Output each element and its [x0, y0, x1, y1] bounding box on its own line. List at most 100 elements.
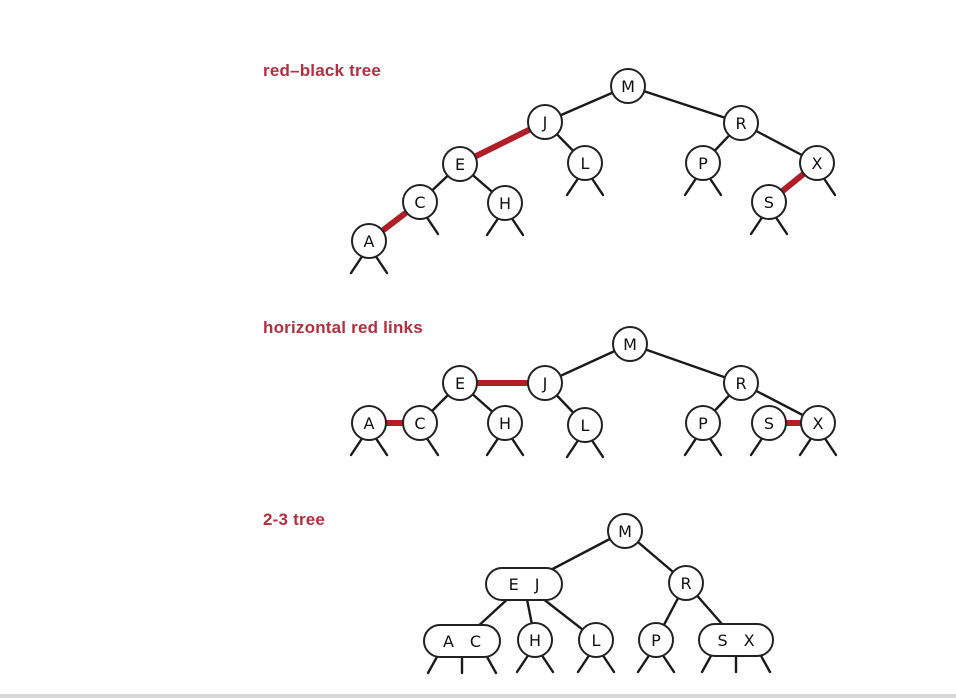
tt-null-link-H-0 — [515, 652, 531, 674]
hz-node-R: R — [723, 365, 759, 401]
rb-node-L-label: L — [581, 154, 590, 173]
rb-node-J-shape — [527, 104, 563, 140]
rb-null-link-P-1 — [707, 175, 723, 197]
null-links-layer — [349, 175, 838, 675]
rb-node-M-shape — [610, 68, 646, 104]
hz-node-S-shape — [751, 405, 787, 441]
rb-null-link-H-1 — [509, 215, 525, 237]
rb-node-P: P — [685, 145, 721, 181]
hz-node-H-label: H — [499, 414, 511, 433]
rb-node-E: E — [442, 146, 478, 182]
tt-node-R-label: R — [680, 574, 691, 593]
rb-node-A-shape — [351, 223, 387, 259]
tt-node-AC-shape — [423, 624, 501, 658]
tt-node-H: H — [517, 622, 553, 658]
hz-node-L-shape — [567, 407, 603, 443]
rb-null-link-X-0 — [821, 175, 837, 197]
tt-node-H-label: H — [529, 631, 541, 650]
title-red-black-tree: red–black tree — [263, 61, 382, 80]
tt-node-EJ: E J — [485, 567, 563, 601]
hz-node-A-label: A — [364, 414, 375, 433]
tt-node-L-shape — [578, 622, 614, 658]
tt-null-link-SX-2 — [758, 652, 772, 674]
hz-node-J-label: J — [542, 374, 548, 393]
hz-null-link-H-1 — [509, 435, 525, 457]
tt-null-link-P-1 — [660, 652, 676, 674]
rb-node-S-shape — [751, 184, 787, 220]
hz-node-S: S — [751, 405, 787, 441]
rb-node-C: C — [402, 184, 438, 220]
hz-node-P: P — [685, 405, 721, 441]
rb-link-M-R — [626, 84, 743, 125]
tt-node-L-label: L — [592, 631, 601, 650]
rb-null-link-L-0 — [565, 175, 581, 197]
tt-node-H-shape — [517, 622, 553, 658]
rb-null-link-H-0 — [485, 215, 501, 237]
rb-null-link-A-0 — [349, 253, 365, 275]
hz-node-E-shape — [442, 365, 478, 401]
rb-node-L: L — [567, 145, 603, 181]
rb-node-E-label: E — [455, 155, 465, 174]
rb-node-M: M — [610, 68, 646, 104]
hz-null-link-X-0 — [798, 435, 814, 457]
rb-node-A: A — [351, 223, 387, 259]
tt-node-AC-label: A C — [443, 632, 481, 651]
tt-null-link-P-0 — [636, 652, 652, 674]
tt-null-link-L-1 — [600, 652, 616, 674]
rb-node-H-shape — [487, 185, 523, 221]
hz-node-M-shape — [612, 326, 648, 362]
rb-node-X-shape — [799, 145, 835, 181]
tt-node-P-shape — [638, 622, 674, 658]
hz-node-C-label: C — [414, 414, 425, 433]
rb-node-X: X — [799, 145, 835, 181]
hz-node-C: C — [402, 405, 438, 441]
hz-node-X-shape — [800, 405, 836, 441]
hz-node-C-shape — [402, 405, 438, 441]
rb-null-link-A-1 — [373, 253, 389, 275]
tt-node-M: M — [607, 513, 643, 549]
hz-node-X: X — [800, 405, 836, 441]
tt-node-EJ-label: E J — [509, 575, 540, 594]
tt-null-link-L-0 — [576, 652, 592, 674]
hz-node-X-label: X — [813, 414, 824, 433]
tt-node-M-label: M — [618, 522, 632, 541]
hz-node-L-label: L — [581, 416, 590, 435]
tt-node-R: R — [668, 565, 704, 601]
rb-node-R-label: R — [735, 114, 746, 133]
tt-null-link-SX-0 — [700, 652, 714, 674]
title-horizontal-red-links: horizontal red links — [263, 318, 423, 337]
hz-node-P-shape — [685, 405, 721, 441]
hz-node-E-label: E — [455, 374, 465, 393]
nodes-layer: M J R E L P X C H S A M E J R A C H L P S X M E J R A C H L P S X — [351, 68, 836, 658]
tt-node-P-label: P — [651, 631, 661, 650]
hz-null-link-L-0 — [565, 437, 581, 459]
title-2-3-tree: 2-3 tree — [263, 510, 326, 529]
rb-node-R: R — [723, 105, 759, 141]
hz-null-link-P-1 — [707, 435, 723, 457]
tt-node-AC: A C — [423, 624, 501, 658]
hz-node-M-label: M — [623, 335, 637, 354]
hz-node-R-label: R — [735, 374, 746, 393]
tt-node-EJ-shape — [485, 567, 563, 601]
tt-null-link-H-1 — [539, 652, 555, 674]
tt-node-SX-shape — [698, 623, 774, 657]
rb-node-S: S — [751, 184, 787, 220]
hz-node-A-shape — [351, 405, 387, 441]
tt-node-L: L — [578, 622, 614, 658]
rb-node-C-label: C — [414, 193, 425, 212]
hz-node-A: A — [351, 405, 387, 441]
tt-node-SX: S X — [698, 623, 774, 657]
rb-node-L-shape — [567, 145, 603, 181]
hz-null-link-X-1 — [822, 435, 838, 457]
hz-node-P-label: P — [698, 414, 708, 433]
hz-node-J: J — [527, 365, 563, 401]
rb-node-J-label: J — [542, 113, 548, 132]
rb-node-H-label: H — [499, 194, 511, 213]
hz-node-S-label: S — [764, 414, 774, 433]
hz-link-M-R — [628, 342, 743, 385]
rb-node-S-label: S — [764, 193, 774, 212]
hz-null-link-H-0 — [485, 435, 501, 457]
hz-node-R-shape — [723, 365, 759, 401]
